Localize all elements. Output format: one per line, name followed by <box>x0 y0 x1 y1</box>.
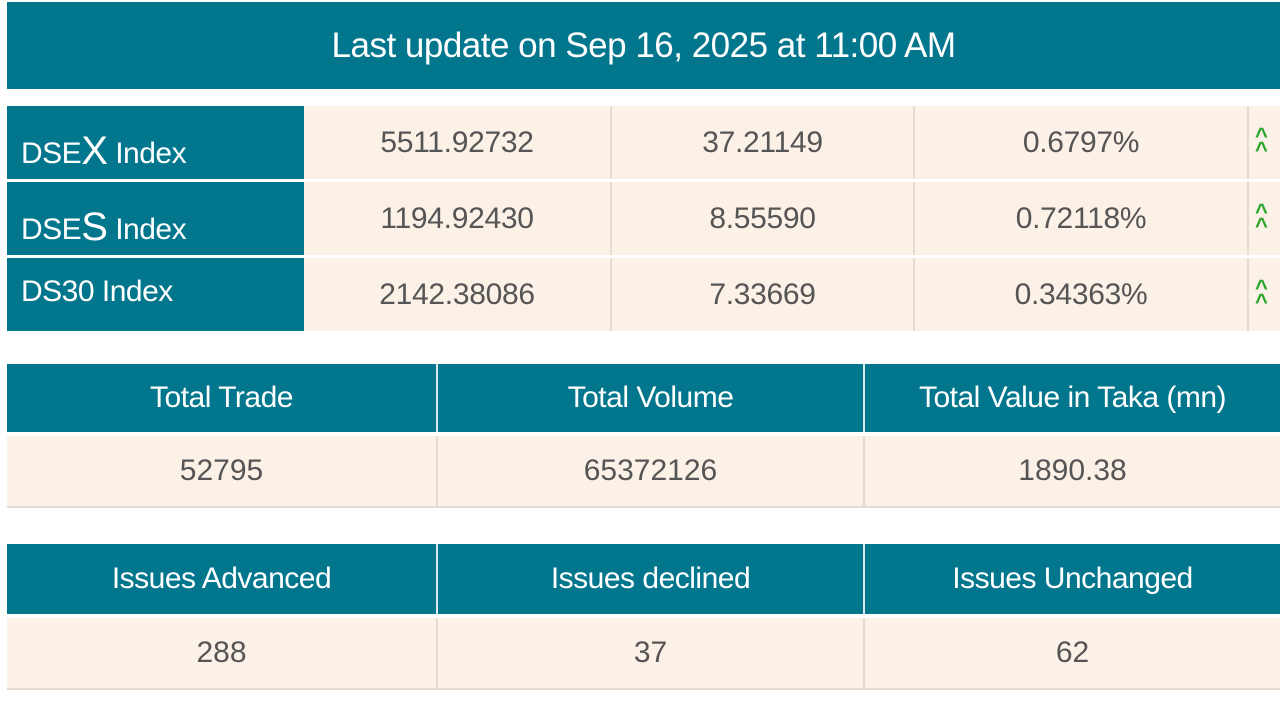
issues-declined-value: 37 <box>436 618 863 688</box>
index-label-dses: DSE S Index <box>7 182 304 255</box>
column-header-total-value: Total Value in Taka (mn) <box>863 364 1280 432</box>
column-header-issues-declined: Issues declined <box>436 544 863 614</box>
double-chevron-up-icon: ^ ^ <box>1255 275 1268 314</box>
trade-stats-table: Total Trade Total Volume Total Value in … <box>7 364 1280 508</box>
index-row-ds30: DS30 Index 2142.38086 7.33669 0.34363% ^… <box>7 258 1280 331</box>
total-trade-value: 52795 <box>179 454 264 487</box>
index-row-dses: DSE S Index 1194.92430 8.55590 0.72118% ^… <box>7 182 1280 255</box>
index-change: 7.33669 <box>610 258 913 331</box>
trade-stats-row: 52795 65372126 1890.38 <box>7 436 1280 508</box>
index-label-ds30: DS30 Index <box>7 258 304 331</box>
total-value-taka: 1890.38 <box>863 436 1280 506</box>
index-row-dsex: DSE X Index 5511.92732 37.21149 0.6797% ^… <box>7 106 1280 179</box>
issue-stats-header: Issues Advanced Issues declined Issues U… <box>7 544 1280 614</box>
last-update-banner: Last update on Sep 16, 2025 at 11:00 AM <box>7 2 1280 89</box>
index-percent: 0.34363% <box>913 258 1247 331</box>
total-volume-value: 65372126 <box>436 436 863 506</box>
trend-cell: ^ ^ <box>1247 182 1280 255</box>
last-update-text: Last update on Sep 16, 2025 at 11:00 AM <box>331 25 956 65</box>
index-value: 5511.92732 <box>380 125 534 159</box>
index-change: 8.55590 <box>610 182 913 255</box>
double-chevron-up-icon: ^ ^ <box>1255 123 1268 162</box>
trade-stats-header: Total Trade Total Volume Total Value in … <box>7 364 1280 432</box>
trend-cell: ^ ^ <box>1247 106 1280 179</box>
issue-stats-table: Issues Advanced Issues declined Issues U… <box>7 544 1280 690</box>
column-header-total-trade: Total Trade <box>150 381 293 414</box>
index-change: 37.21149 <box>610 106 913 179</box>
index-label-dsex: DSE X Index <box>7 106 304 179</box>
column-header-total-volume: Total Volume <box>436 364 863 432</box>
double-chevron-up-icon: ^ ^ <box>1255 199 1268 238</box>
issues-advanced-value: 288 <box>196 636 247 669</box>
index-value: 1194.92430 <box>380 201 534 235</box>
issues-unchanged-value: 62 <box>863 618 1280 688</box>
column-header-issues-unchanged: Issues Unchanged <box>863 544 1280 614</box>
index-value: 2142.38086 <box>379 277 535 311</box>
trend-cell: ^ ^ <box>1247 258 1280 331</box>
column-header-issues-advanced: Issues Advanced <box>111 562 332 595</box>
issue-stats-row: 288 37 62 <box>7 618 1280 690</box>
index-percent: 0.72118% <box>913 182 1247 255</box>
index-percent: 0.6797% <box>913 106 1247 179</box>
